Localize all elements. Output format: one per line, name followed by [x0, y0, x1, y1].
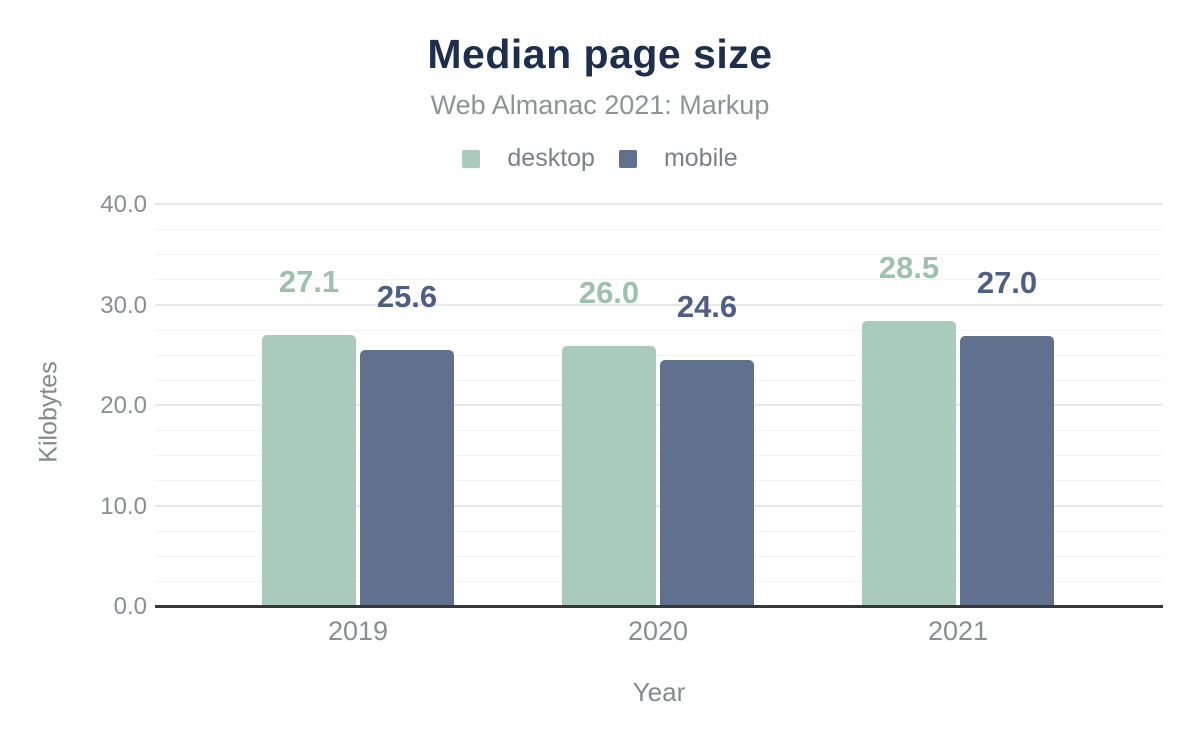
legend-item-desktop[interactable]: desktop: [462, 146, 595, 171]
x-tick-label-2020: 2020: [627, 616, 689, 646]
chart-subtitle: Web Almanac 2021: Markup: [430, 90, 770, 120]
bar-mobile-2021[interactable]: [960, 335, 1054, 607]
minor-gridline: [155, 279, 1163, 281]
bar-mobile-2020[interactable]: [660, 359, 754, 607]
x-tick-label-2019: 2019: [327, 616, 389, 646]
minor-gridline: [155, 329, 1163, 331]
chart-title: Median page size: [427, 31, 773, 77]
y-tick-label: 30.0: [100, 291, 147, 319]
legend-label-mobile: mobile: [663, 144, 738, 172]
legend: desktop mobile: [0, 146, 1200, 171]
minor-gridline: [155, 455, 1163, 457]
y-tick-label: 20.0: [100, 392, 147, 419]
minor-gridline: [155, 229, 1163, 231]
minor-gridline: [155, 254, 1163, 256]
major-gridline: [155, 303, 1163, 306]
y-tick-label: 10.0: [100, 492, 147, 520]
bar-mobile-2019[interactable]: [360, 349, 454, 607]
y-axis-title: Kilobytes: [34, 361, 63, 463]
minor-gridline: [155, 379, 1163, 381]
legend-label-desktop: desktop: [507, 144, 595, 172]
major-gridline: [155, 504, 1163, 507]
minor-gridline: [155, 430, 1163, 432]
minor-gridline: [155, 530, 1163, 532]
mobile-series-swatch-icon: [618, 149, 637, 168]
value-label-desktop-2020: 26.0: [578, 274, 640, 310]
bar-desktop-2020[interactable]: [562, 345, 656, 607]
minor-gridline: [155, 354, 1163, 356]
value-label-mobile-2019: 25.6: [376, 278, 438, 314]
value-label-mobile-2020: 24.6: [676, 288, 738, 324]
y-tick-label: 40.0: [100, 191, 147, 218]
legend-item-mobile[interactable]: mobile: [618, 144, 738, 172]
major-gridline: [155, 404, 1163, 406]
value-label-desktop-2019: 27.1: [278, 263, 340, 299]
value-label-mobile-2021: 27.0: [976, 264, 1038, 300]
bar-desktop-2019[interactable]: [262, 334, 356, 607]
major-gridline: [155, 203, 1163, 205]
value-label-desktop-2021: 28.5: [878, 249, 940, 285]
minor-gridline: [155, 555, 1163, 557]
y-tick-label: 0.0: [113, 593, 147, 620]
minor-gridline: [155, 580, 1163, 582]
desktop-series-swatch-icon: [462, 149, 481, 168]
x-axis-title: Year: [632, 677, 686, 707]
x-axis-line: [155, 605, 1163, 608]
bar-desktop-2021[interactable]: [862, 320, 956, 607]
minor-gridline: [155, 480, 1163, 482]
x-tick-label-2021: 2021: [927, 616, 989, 646]
plot-area: 27.1 26.0 28.5 25.6 24.6 27.0: [155, 203, 1163, 608]
